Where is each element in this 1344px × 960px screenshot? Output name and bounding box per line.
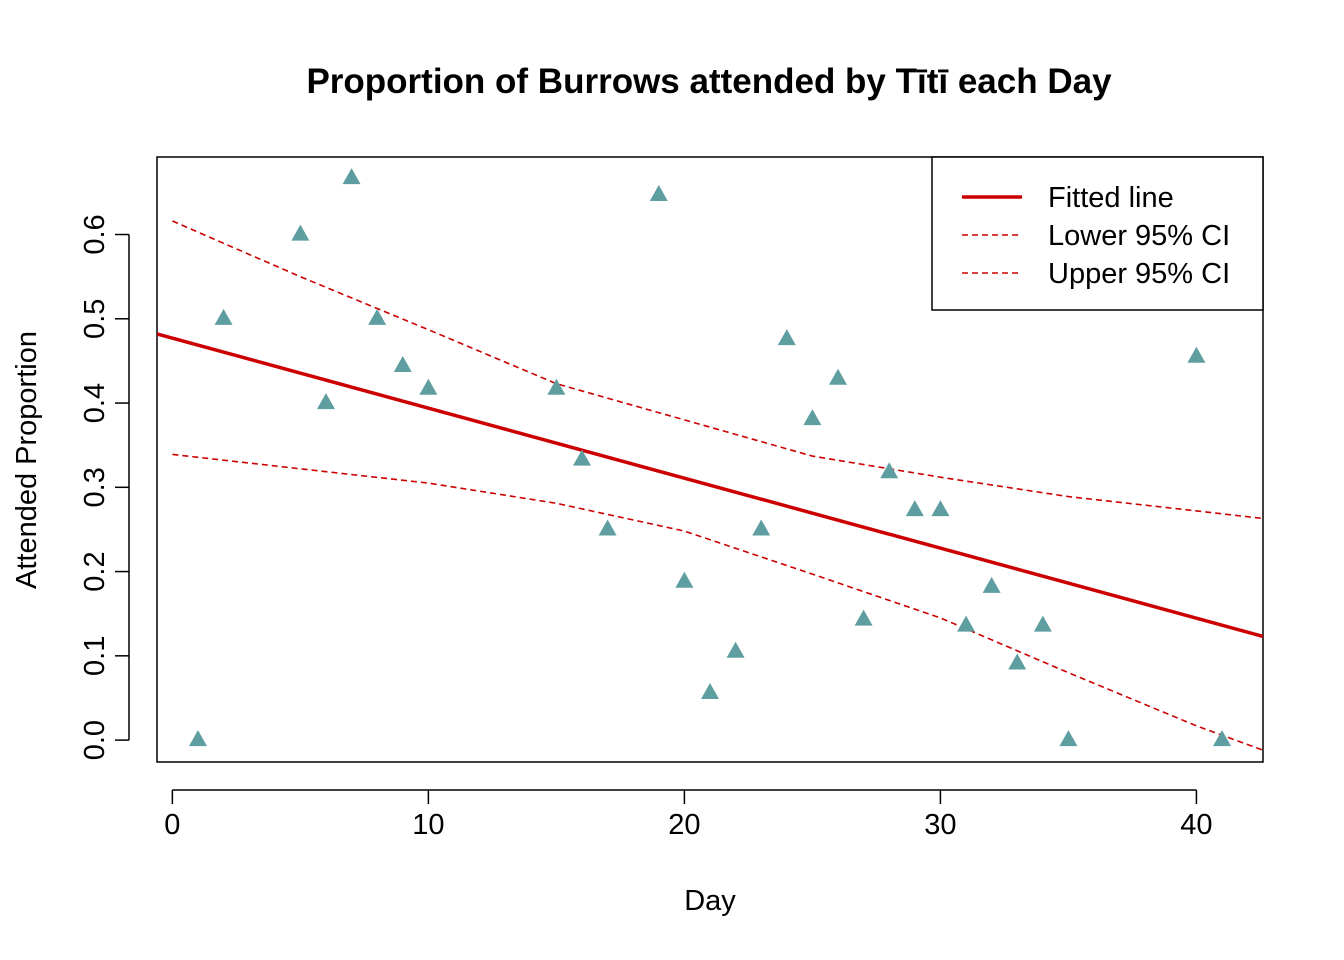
data-point xyxy=(1059,730,1078,747)
data-point xyxy=(188,730,207,747)
data-point xyxy=(649,184,668,201)
data-point xyxy=(829,368,848,385)
x-tick-label: 20 xyxy=(668,809,700,841)
y-tick-label: 0.5 xyxy=(79,299,111,339)
x-tick-label: 30 xyxy=(924,809,956,841)
y-axis: 0.0 0.1 0.2 0.3 0.4 0.5 0.6 xyxy=(79,214,130,760)
data-point xyxy=(316,393,335,410)
data-point xyxy=(393,356,412,373)
x-axis-label: Day xyxy=(684,885,736,917)
data-point xyxy=(214,308,233,325)
data-point xyxy=(880,462,899,479)
x-axis: 0 10 20 30 40 xyxy=(164,789,1213,841)
legend-box xyxy=(931,156,1264,311)
y-tick-label: 0.1 xyxy=(79,636,111,676)
legend-label: Fitted line xyxy=(1048,182,1174,214)
series-line-lower-95-ci xyxy=(172,453,1263,751)
data-point xyxy=(675,571,694,588)
data-point xyxy=(931,500,950,517)
legend-label: Upper 95% CI xyxy=(1048,258,1230,290)
x-tick-label: 10 xyxy=(412,809,444,841)
data-point xyxy=(1033,615,1052,632)
data-point xyxy=(982,576,1001,593)
data-points xyxy=(188,168,1232,747)
plot-frame xyxy=(156,156,1264,763)
x-tick-label: 40 xyxy=(1180,809,1212,841)
series-lines xyxy=(157,220,1263,751)
data-point xyxy=(572,449,591,466)
x-tick-label: 0 xyxy=(164,809,180,841)
y-tick-label: 0.3 xyxy=(79,467,111,507)
y-tick-label: 0.2 xyxy=(79,551,111,591)
data-point xyxy=(368,308,387,325)
data-point xyxy=(777,329,796,346)
legend-label: Lower 95% CI xyxy=(1048,220,1230,252)
data-point xyxy=(547,378,566,395)
data-point xyxy=(1213,730,1232,747)
data-point xyxy=(905,500,924,517)
chart-title: Proportion of Burrows attended by Tītī e… xyxy=(306,62,1112,101)
data-point xyxy=(803,409,822,426)
y-tick-label: 0.0 xyxy=(79,720,111,760)
y-tick-label: 0.6 xyxy=(79,214,111,254)
y-axis-label: Attended Proportion xyxy=(11,331,43,589)
data-point xyxy=(752,519,771,536)
data-point xyxy=(854,609,873,626)
y-tick-label: 0.4 xyxy=(79,383,111,423)
data-point xyxy=(726,641,745,658)
data-point xyxy=(342,168,361,185)
data-point xyxy=(291,224,310,241)
data-point xyxy=(598,519,617,536)
data-point xyxy=(1008,653,1027,670)
data-point xyxy=(419,378,438,395)
data-point xyxy=(701,682,719,699)
legend: Fitted line Lower 95% CI Upper 95% CI xyxy=(931,156,1264,311)
series-line-fitted-line xyxy=(157,332,1263,639)
data-point xyxy=(1187,346,1206,363)
data-point xyxy=(957,615,976,632)
